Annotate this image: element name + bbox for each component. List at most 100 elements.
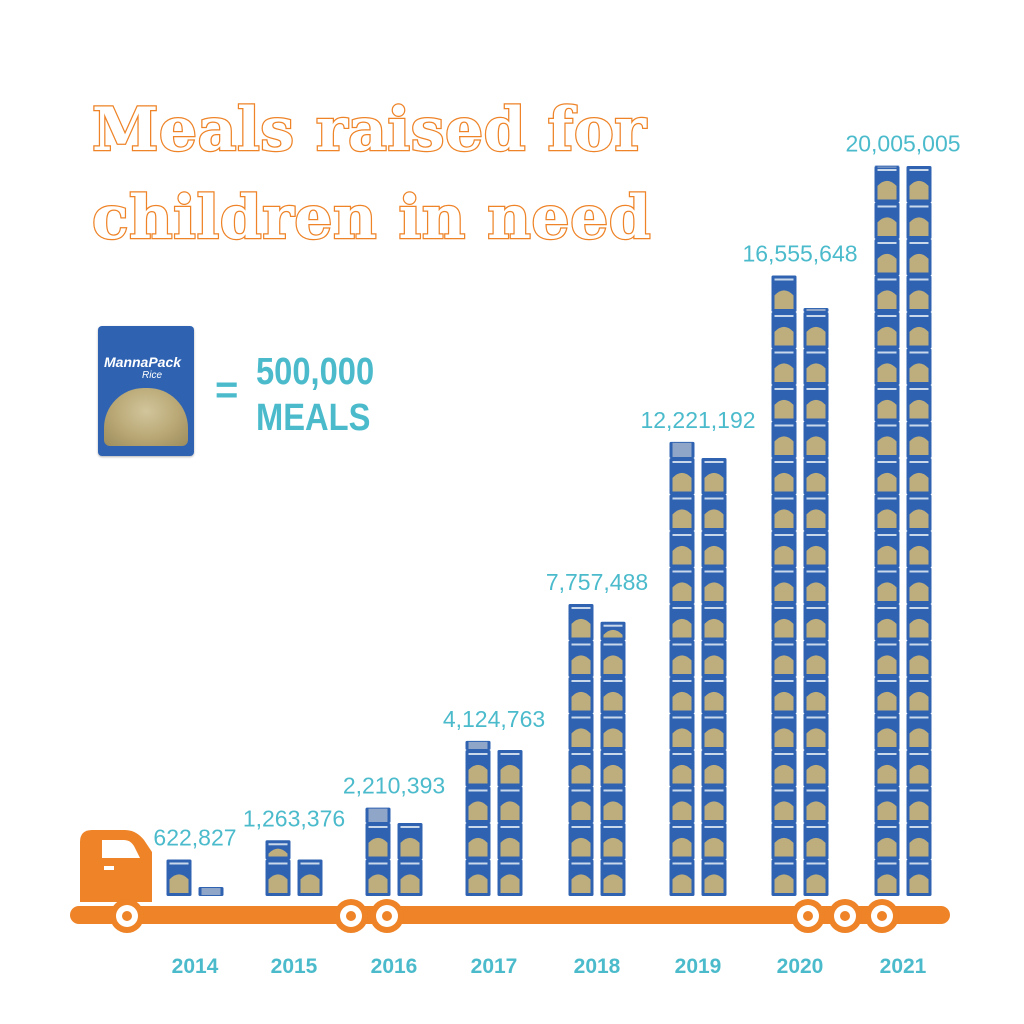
- pack-2021-12: [874, 640, 900, 677]
- mannapack-rice-icon: MannaPack Rice: [98, 326, 194, 456]
- pack-2018-2: [568, 823, 594, 860]
- pack-2019-21: [701, 494, 727, 531]
- pack-2018-0: [568, 859, 594, 896]
- pack-brand-label: MannaPack: [104, 354, 182, 370]
- pack-2019-20: [669, 494, 695, 531]
- pack-2020-25: [803, 421, 829, 458]
- pack-2015-1: [297, 859, 323, 896]
- pack-2017-0: [465, 859, 491, 896]
- wheel-icon: [828, 899, 862, 933]
- pack-2020-21: [803, 494, 829, 531]
- pack-2016-0: [365, 859, 391, 896]
- pack-2021-9: [906, 713, 932, 750]
- pack-2019-2: [669, 823, 695, 860]
- title-line-2: children in need: [91, 182, 652, 255]
- pack-2018-10: [568, 677, 594, 714]
- pack-2015-0: [265, 859, 291, 896]
- pack-2021-39: [906, 166, 932, 203]
- pack-2020-26: [771, 385, 797, 422]
- pack-2018-15: [600, 621, 626, 641]
- pack-2019-13: [701, 640, 727, 677]
- pack-2021-23: [906, 458, 932, 495]
- pack-2020-24: [771, 421, 797, 458]
- pack-2021-26: [874, 385, 900, 422]
- legend: MannaPack Rice = 500,000 MEALS: [98, 322, 398, 462]
- pack-2021-8: [874, 713, 900, 750]
- pack-2020-9: [803, 713, 829, 750]
- pack-2021-16: [874, 567, 900, 604]
- pack-2021-37: [906, 202, 932, 239]
- pack-2017-4: [465, 786, 491, 823]
- pack-2021-11: [906, 677, 932, 714]
- pack-2020-7: [803, 750, 829, 787]
- pack-2020-31: [803, 312, 829, 349]
- value-label-2016: 2,210,393: [343, 773, 445, 799]
- pack-2020-6: [771, 750, 797, 787]
- chart-title: Meals raised for children in need: [91, 86, 752, 262]
- value-label-2015: 1,263,376: [243, 805, 345, 831]
- pack-2019-16: [669, 567, 695, 604]
- pack-2016-2: [365, 823, 391, 860]
- pack-2021-31: [906, 312, 932, 349]
- pack-2017-8: [465, 740, 491, 750]
- pack-2020-0: [771, 859, 797, 896]
- pack-2020-12: [771, 640, 797, 677]
- year-label-2021: 2021: [880, 955, 927, 978]
- pack-2019-24: [669, 441, 695, 458]
- pack-2019-22: [669, 458, 695, 495]
- pack-2019-17: [701, 567, 727, 604]
- pack-2021-2: [874, 823, 900, 860]
- year-label-2018: 2018: [574, 955, 621, 978]
- pack-2018-4: [568, 786, 594, 823]
- pack-2020-23: [803, 458, 829, 495]
- pack-2021-35: [906, 239, 932, 276]
- pack-2020-20: [771, 494, 797, 531]
- pack-2020-11: [803, 677, 829, 714]
- pack-2020-16: [771, 567, 797, 604]
- pack-2020-14: [771, 604, 797, 641]
- pack-2020-8: [771, 713, 797, 750]
- wheel-icon: [791, 899, 825, 933]
- pack-2021-40: [874, 165, 900, 168]
- pack-2021-15: [906, 604, 932, 641]
- pack-2018-5: [600, 786, 626, 823]
- wheel-icon: [334, 899, 368, 933]
- pack-2015-2: [265, 840, 291, 860]
- pack-2021-36: [874, 202, 900, 239]
- pack-2020-32: [771, 275, 797, 312]
- pack-2021-22: [874, 458, 900, 495]
- year-label-2016: 2016: [371, 955, 418, 978]
- value-label-2018: 7,757,488: [546, 569, 648, 595]
- year-label-2017: 2017: [471, 955, 518, 978]
- value-labels: 622,827 1,263,376 2,210,393 4,124,763 7,757,…: [153, 131, 960, 851]
- pack-2020-4: [771, 786, 797, 823]
- pack-2018-8: [568, 713, 594, 750]
- pack-2021-5: [906, 786, 932, 823]
- legend-unit: MEALS: [256, 397, 371, 439]
- pack-2016-1: [397, 859, 423, 896]
- pack-food-window: [104, 388, 188, 446]
- pack-2020-27: [803, 385, 829, 422]
- pack-2021-24: [874, 421, 900, 458]
- pack-2020-33: [803, 307, 829, 312]
- pack-2020-29: [803, 348, 829, 385]
- pack-sub-label: Rice: [142, 370, 163, 381]
- truck-window: [102, 840, 140, 858]
- pack-2021-0: [874, 859, 900, 896]
- pack-2020-18: [771, 531, 797, 568]
- pack-2018-9: [600, 713, 626, 750]
- pack-2019-12: [669, 640, 695, 677]
- pack-2021-27: [906, 385, 932, 422]
- pack-2021-20: [874, 494, 900, 531]
- pack-2017-3: [497, 823, 523, 860]
- pack-2021-38: [874, 166, 900, 203]
- pack-2014-1: [198, 887, 224, 896]
- pack-2018-11: [600, 677, 626, 714]
- pack-2019-19: [701, 531, 727, 568]
- pack-2017-2: [465, 823, 491, 860]
- title-line-1: Meals raised for: [91, 94, 647, 167]
- wheel-icon: [110, 899, 144, 933]
- pack-2016-3: [397, 823, 423, 860]
- pack-2019-1: [701, 859, 727, 896]
